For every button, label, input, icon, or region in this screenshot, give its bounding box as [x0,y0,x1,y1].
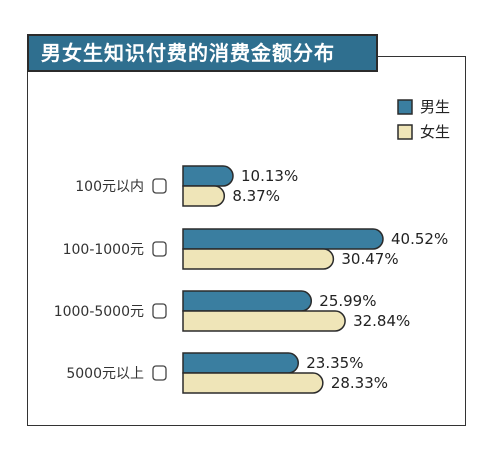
category-label-3: 5000元以上 [66,366,144,382]
value-label-1-3: 28.33% [331,374,388,392]
bar-0-3 [182,352,299,374]
legend-swatch-0 [397,99,413,115]
category-marker-2 [152,303,167,319]
bar-0-2 [182,290,313,312]
category-marker-3 [152,365,167,381]
bar-1-3 [182,372,324,394]
chart-title: 男女生知识付费的消费金额分布 [27,34,378,72]
value-label-1-1: 30.47% [341,250,398,268]
value-label-0-0: 10.13% [241,167,298,185]
legend-swatch-1 [397,124,413,140]
category-label-0: 100元以内 [75,179,144,195]
title-divider [378,56,466,57]
value-label-0-2: 25.99% [319,292,376,310]
value-label-1-2: 32.84% [353,312,410,330]
value-label-1-0: 8.37% [232,187,280,205]
category-label-1: 100-1000元 [63,242,144,258]
value-label-0-1: 40.52% [391,230,448,248]
category-label-2: 1000-5000元 [54,304,144,320]
bar-1-0 [182,185,226,207]
bar-1-2 [182,310,346,332]
bar-0-0 [182,165,234,187]
category-marker-0 [152,178,167,194]
bar-1-1 [182,248,335,270]
bar-0-1 [182,228,384,250]
legend-label-1: 女生 [420,123,450,141]
category-marker-1 [152,241,167,257]
value-label-0-3: 23.35% [306,354,363,372]
legend-label-0: 男生 [420,98,450,116]
